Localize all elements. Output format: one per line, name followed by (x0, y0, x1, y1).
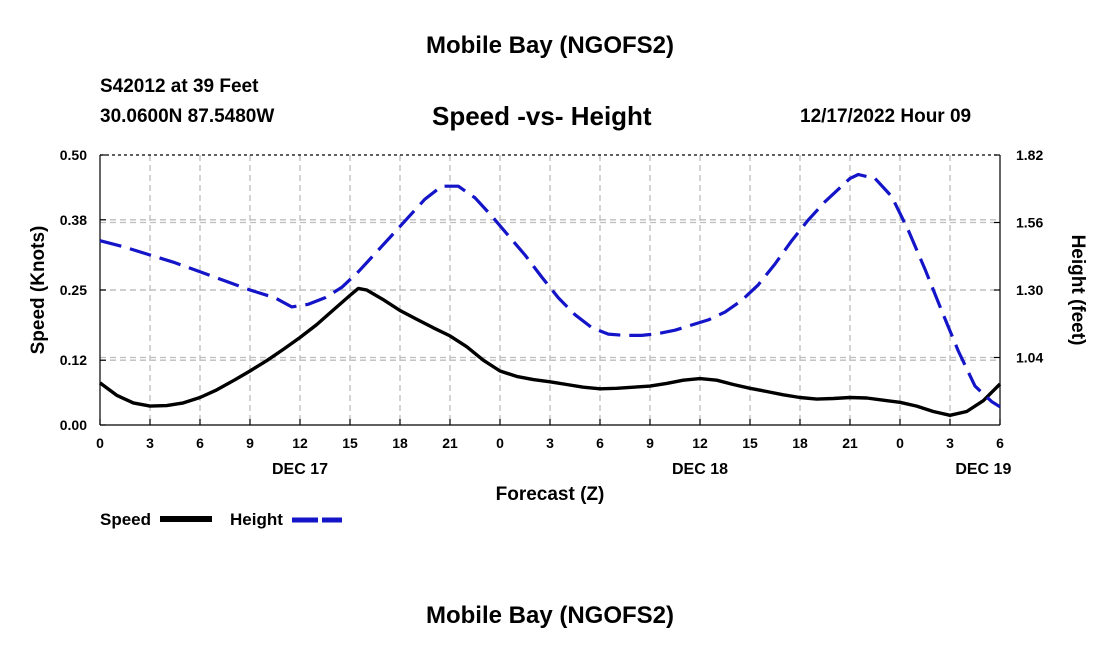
x-tick-label: 3 (946, 435, 954, 451)
chart-title: Speed -vs- Height (432, 101, 652, 131)
x-tick-label: 9 (246, 435, 254, 451)
y-tick-label: 0.38 (60, 212, 87, 228)
x-tick-label: 18 (392, 435, 408, 451)
x-tick-label: 6 (996, 435, 1004, 451)
x-tick-label: 6 (596, 435, 604, 451)
x-tick-label: 0 (896, 435, 904, 451)
y-tick-label: 0.50 (60, 147, 87, 163)
y2-axis-label: Height (feet) (1067, 235, 1088, 346)
x-axis-label: Forecast (Z) (496, 484, 605, 505)
y-tick-label: 0.12 (60, 352, 87, 368)
x-day-label: DEC 17 (272, 461, 328, 478)
speed-series-line (98, 286, 1002, 417)
x-tick-label: 0 (96, 435, 104, 451)
legend-speed-label: Speed (100, 510, 151, 529)
forecast-datetime: 12/17/2022 Hour 09 (800, 106, 972, 127)
x-tick-label: 12 (692, 435, 708, 451)
x-tick-label: 21 (442, 435, 458, 451)
y2-tick-label: 1.56 (1016, 215, 1043, 231)
page-title-bottom: Mobile Bay (NGOFS2) (425, 602, 675, 629)
x-tick-label: 21 (842, 435, 858, 451)
y-tick-label: 0.00 (60, 417, 87, 433)
y-axis-label: Speed (Knots) (28, 226, 49, 355)
x-tick-label: 6 (196, 435, 204, 451)
page-title: Mobile Bay (NGOFS2) (425, 32, 675, 59)
x-day-label: DEC 18 (672, 461, 728, 478)
speed-height-chart: 0 3 6 9 12 15 18 21 0 3 6 9 12 15 18 21 0 3 6 DEC 17 DEC 18 D… (28, 147, 1088, 529)
y2-tick-label: 1.04 (1016, 350, 1043, 366)
station-coordinates: 30.0600N 87.5480W (100, 106, 275, 127)
x-tick-label: 15 (342, 435, 358, 451)
station-label: S42012 at 39 Feet (100, 76, 259, 97)
x-tick-label: 3 (546, 435, 554, 451)
y2-tick-label: 1.30 (1016, 282, 1043, 298)
x-tick-label: 12 (292, 435, 308, 451)
legend-height-label: Height (230, 510, 283, 529)
y-tick-label: 0.25 (60, 282, 87, 298)
height-series-line (99, 172, 1001, 409)
x-tick-label: 18 (792, 435, 808, 451)
x-day-label: DEC 19 (955, 461, 1011, 478)
x-tick-label: 9 (646, 435, 654, 451)
x-tick-label: 0 (496, 435, 504, 451)
y2-tick-label: 1.82 (1016, 147, 1043, 163)
x-tick-label: 15 (742, 435, 758, 451)
x-tick-label: 3 (146, 435, 154, 451)
